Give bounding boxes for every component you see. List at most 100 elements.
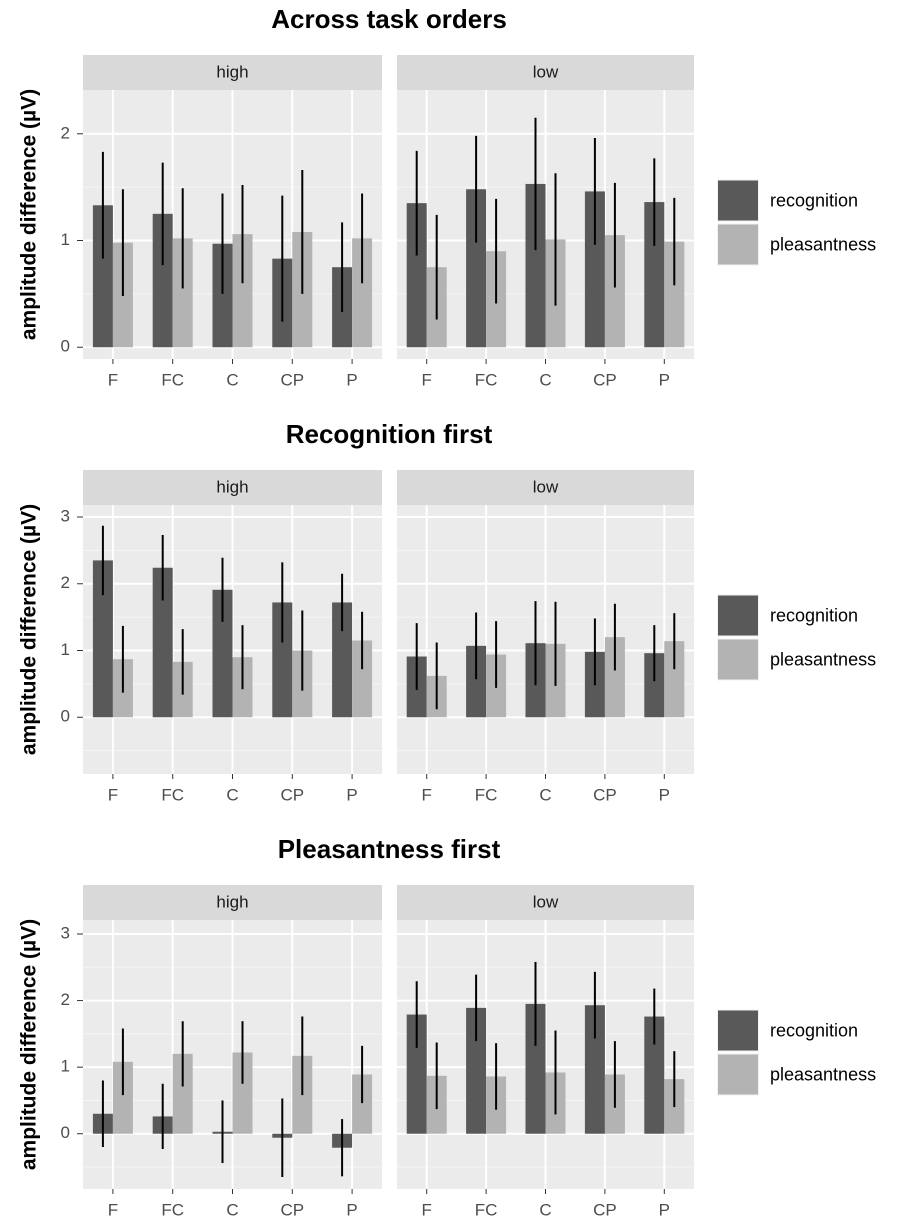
x-tick-label: F [422, 1200, 432, 1219]
facet-label: high [216, 892, 248, 911]
y-tick-label: 1 [61, 1057, 70, 1076]
facet-strip [397, 55, 694, 90]
x-tick-label: FC [475, 1200, 498, 1219]
y-tick-label: 3 [61, 923, 70, 942]
x-tick-label: CP [593, 370, 617, 389]
x-tick-label: CP [593, 785, 617, 804]
bar [664, 241, 685, 348]
facet-strip [83, 55, 382, 90]
facet-label: high [216, 62, 248, 81]
y-tick-label: 3 [61, 506, 70, 525]
facet-label: low [533, 62, 559, 81]
x-tick-label: C [539, 785, 551, 804]
x-tick-label: CP [280, 1200, 304, 1219]
x-tick-label: C [226, 785, 238, 804]
x-tick-label: P [346, 370, 357, 389]
y-tick-label: 2 [61, 573, 70, 592]
bar [92, 205, 113, 348]
x-tick-label: CP [593, 1200, 617, 1219]
bar [604, 235, 625, 348]
bar [152, 567, 173, 718]
legend-label: recognition [770, 1020, 858, 1040]
x-tick-label: P [659, 1200, 670, 1219]
x-tick-label: C [539, 1200, 551, 1219]
x-tick-label: P [346, 785, 357, 804]
x-tick-label: F [108, 785, 118, 804]
facet-label: low [533, 477, 559, 496]
x-tick-label: FC [161, 370, 184, 389]
bar [406, 203, 427, 348]
bar [92, 560, 113, 718]
bar [272, 602, 293, 718]
y-tick-label: 0 [61, 337, 70, 356]
x-tick-label: FC [161, 785, 184, 804]
facet-label: low [533, 892, 559, 911]
bar [584, 1005, 605, 1134]
x-tick-label: FC [475, 785, 498, 804]
y-tick-label: 1 [61, 640, 70, 659]
x-tick-label: FC [161, 1200, 184, 1219]
facet-strip [397, 885, 694, 920]
legend-key [718, 180, 758, 221]
x-tick-label: FC [475, 370, 498, 389]
bar [406, 1014, 427, 1134]
x-tick-label: P [659, 370, 670, 389]
legend-key [718, 639, 758, 680]
legend-label: pleasantness [770, 1064, 876, 1084]
bar [525, 183, 546, 348]
bar [352, 238, 373, 348]
y-axis-label: amplitude difference (µV) [18, 504, 41, 755]
x-tick-label: C [226, 370, 238, 389]
facet-strip [83, 470, 382, 505]
legend-key [718, 1054, 758, 1095]
bar [152, 213, 173, 348]
bar [352, 1074, 373, 1134]
bar [466, 1007, 487, 1134]
x-tick-label: CP [280, 785, 304, 804]
facet-strip [397, 470, 694, 505]
bar [664, 641, 685, 718]
chart-title: Pleasantness first [278, 834, 501, 864]
bar [172, 1053, 193, 1134]
bar [332, 602, 353, 718]
facet-label: high [216, 477, 248, 496]
bar [644, 653, 665, 718]
legend-label: recognition [770, 190, 858, 210]
bar [112, 1061, 133, 1134]
y-axis-label: amplitude difference (µV) [18, 919, 41, 1170]
y-tick-label: 2 [61, 123, 70, 142]
bar [232, 1052, 253, 1134]
x-tick-label: CP [280, 370, 304, 389]
y-tick-label: 0 [61, 707, 70, 726]
x-tick-label: F [422, 785, 432, 804]
y-tick-label: 2 [61, 990, 70, 1009]
y-tick-label: 1 [61, 230, 70, 249]
x-tick-label: F [108, 370, 118, 389]
x-tick-label: F [422, 370, 432, 389]
bar [232, 234, 253, 348]
bar [644, 202, 665, 348]
legend-key [718, 595, 758, 636]
chart-title: Recognition first [286, 419, 493, 449]
bar [212, 243, 233, 348]
bar [352, 640, 373, 718]
bar [212, 589, 233, 718]
x-tick-label: C [226, 1200, 238, 1219]
bar [466, 189, 487, 348]
chart-title: Across task orders [271, 4, 507, 34]
bar [604, 637, 625, 718]
legend-label: pleasantness [770, 649, 876, 669]
y-tick-label: 0 [61, 1123, 70, 1142]
legend-key [718, 224, 758, 265]
bar [525, 1003, 546, 1134]
y-axis-label: amplitude difference (µV) [18, 89, 41, 340]
bar [172, 238, 193, 348]
bar [584, 191, 605, 348]
x-tick-label: C [539, 370, 551, 389]
legend-label: recognition [770, 605, 858, 625]
x-tick-label: P [659, 785, 670, 804]
x-tick-label: P [346, 1200, 357, 1219]
x-tick-label: F [108, 1200, 118, 1219]
bar [644, 1016, 665, 1134]
